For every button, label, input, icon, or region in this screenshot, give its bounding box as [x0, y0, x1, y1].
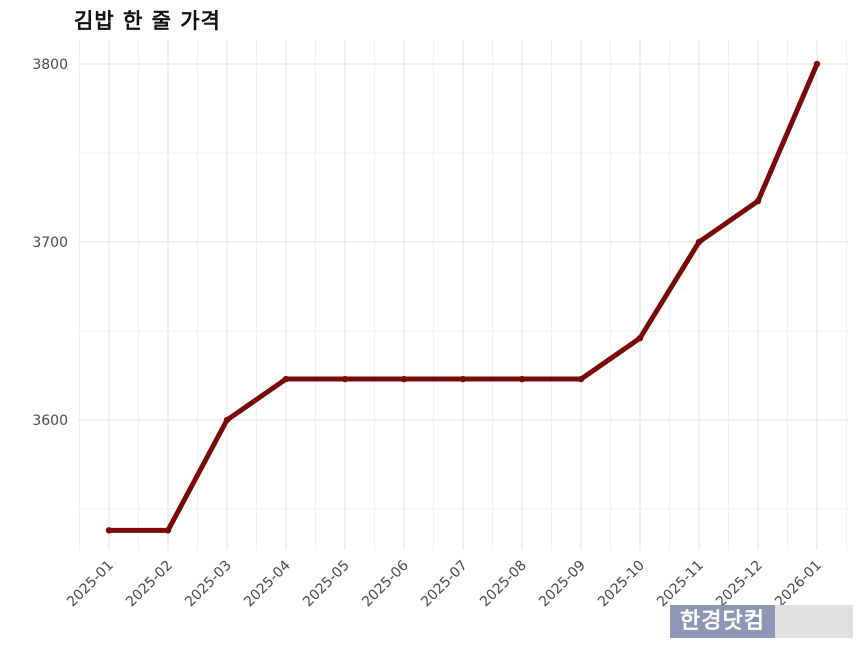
x-tick-label: 2025-10 — [595, 558, 648, 611]
y-tick-label: 3700 — [32, 235, 68, 251]
data-point — [695, 238, 703, 246]
x-tick-label: 2025-07 — [418, 558, 471, 611]
data-point — [105, 527, 113, 534]
grid — [78, 40, 848, 550]
chart-title: 김밥 한 줄 가격 — [74, 9, 221, 33]
watermark-pad — [774, 605, 853, 638]
x-tick-label: 2025-04 — [241, 557, 294, 610]
data-point — [282, 375, 290, 383]
series-layer — [105, 60, 821, 534]
data-point — [754, 197, 762, 205]
x-axis-ticks: 2025-01 2025-02 2025-03 2025-04 2025-05 2025-… — [64, 557, 825, 610]
data-point — [813, 60, 821, 68]
data-point — [223, 416, 231, 424]
data-point — [164, 527, 172, 534]
y-axis-ticks: 3600 3700 3800 — [32, 57, 68, 429]
y-tick-label: 3800 — [32, 57, 68, 73]
watermark-text: 한경닷컴 — [670, 605, 775, 638]
x-tick-label: 2025-01 — [64, 558, 117, 611]
x-tick-label: 2025-02 — [123, 558, 176, 611]
data-point — [518, 375, 526, 383]
y-tick-label: 3600 — [32, 413, 68, 429]
watermark: 한경닷컴 — [670, 605, 853, 638]
x-tick-label: 2025-08 — [477, 558, 530, 611]
x-tick-label: 2025-05 — [300, 558, 353, 611]
x-tick-label: 2026-01 — [772, 558, 825, 611]
data-point — [459, 375, 467, 383]
data-point — [577, 375, 585, 383]
x-tick-label: 2025-06 — [359, 557, 412, 610]
data-point — [341, 375, 349, 383]
x-tick-label: 2025-03 — [182, 558, 235, 611]
x-tick-label: 2025-12 — [713, 558, 766, 611]
data-point — [400, 375, 408, 383]
x-tick-label: 2025-11 — [654, 558, 707, 611]
x-tick-label: 2025-09 — [536, 558, 589, 611]
data-point — [636, 334, 644, 342]
